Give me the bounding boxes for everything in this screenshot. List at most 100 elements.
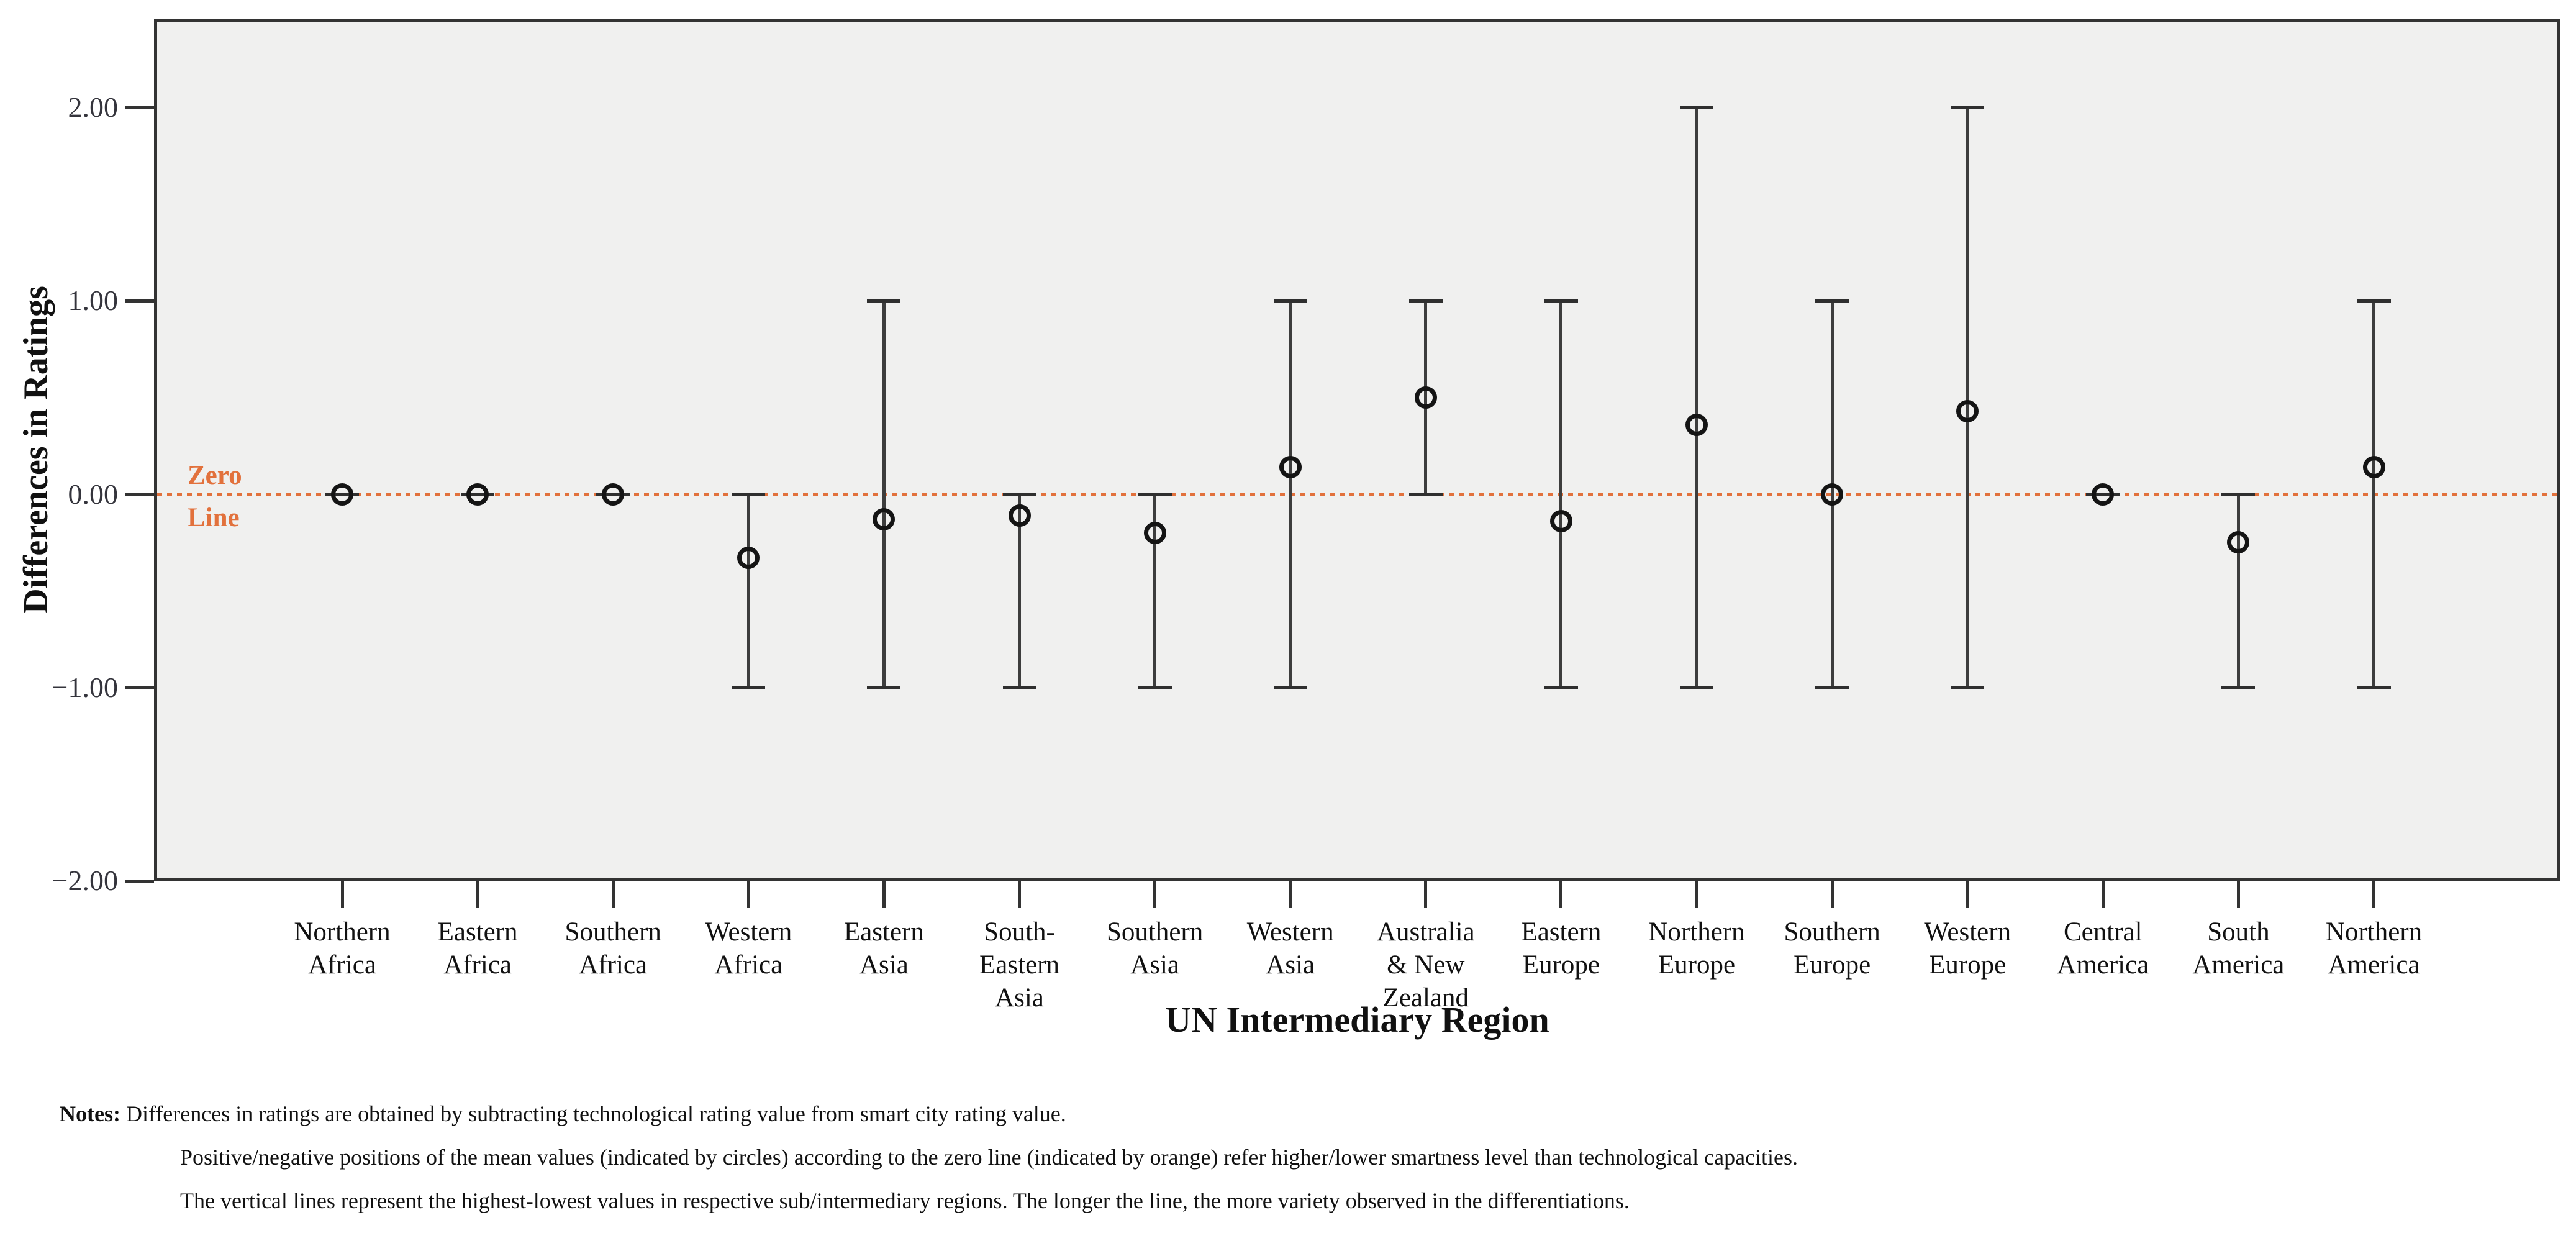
error-bar-cap xyxy=(1138,685,1172,689)
error-bar-cap xyxy=(1815,299,1849,303)
y-tick-label: 1.00 xyxy=(68,284,119,317)
x-tick xyxy=(1153,881,1157,908)
y-axis-title: Differences in Ratings xyxy=(17,286,55,614)
error-bar-line xyxy=(2236,494,2240,688)
error-bar-line xyxy=(1289,301,1292,688)
y-tick xyxy=(125,299,154,303)
x-tick xyxy=(1289,881,1292,908)
error-bar-cap xyxy=(1951,685,1985,689)
mean-marker xyxy=(1549,510,1572,533)
x-tick xyxy=(2236,881,2240,908)
y-tick-label: −2.00 xyxy=(52,865,118,896)
y-tick xyxy=(125,493,154,496)
error-bar-cap xyxy=(1544,685,1578,689)
error-bar-cap xyxy=(1002,492,1036,496)
x-tick xyxy=(2101,881,2105,908)
x-tick xyxy=(1424,881,1428,908)
x-tick xyxy=(340,881,344,908)
y-tick xyxy=(125,106,154,109)
mean-marker xyxy=(331,483,353,506)
notes-label: Notes: xyxy=(60,1101,120,1126)
error-bar-line xyxy=(882,301,886,688)
mean-marker xyxy=(1143,521,1166,544)
mean-marker xyxy=(2092,483,2115,506)
error-bar-cap xyxy=(1273,685,1307,689)
y-tick-label: 2.00 xyxy=(68,91,119,124)
x-tick xyxy=(1018,881,1021,908)
x-category-label: Southern Asia xyxy=(1106,917,1204,980)
x-category-label: Southern Africa xyxy=(565,917,661,980)
error-bar-cap xyxy=(1815,685,1849,689)
error-bar-cap xyxy=(867,299,901,303)
x-tick xyxy=(476,881,479,908)
zero-line-label: Line xyxy=(188,503,240,532)
mean-marker xyxy=(873,508,896,531)
mean-marker xyxy=(1821,483,1844,506)
error-bar-line xyxy=(1695,107,1698,688)
error-bar-cap xyxy=(1951,106,1985,110)
x-category-label: Eastern Asia xyxy=(843,917,924,980)
error-bar-line xyxy=(1018,494,1021,688)
error-bar-cap xyxy=(2357,299,2391,303)
x-tick xyxy=(1559,881,1563,908)
x-tick xyxy=(882,881,886,908)
x-tick xyxy=(2372,881,2375,908)
note-text-1: Differences in ratings are obtained by s… xyxy=(125,1101,1066,1126)
error-bar-line xyxy=(1966,107,1969,688)
note-line-1: Notes: Differences in ratings are obtain… xyxy=(60,1092,2531,1135)
x-category-label: South America xyxy=(2192,917,2285,980)
x-category-label: Central America xyxy=(2057,917,2149,980)
mean-marker xyxy=(2362,456,2385,478)
y-tick xyxy=(125,686,154,689)
mean-marker xyxy=(466,483,489,506)
x-category-label: Eastern Africa xyxy=(437,917,518,980)
notes-block: Notes: Differences in ratings are obtain… xyxy=(60,1092,2531,1222)
mean-marker xyxy=(1008,504,1031,527)
error-bar-cap xyxy=(732,492,766,496)
x-category-label: Southern Europe xyxy=(1784,917,1880,980)
mean-marker xyxy=(737,547,760,570)
x-category-label: Northern Africa xyxy=(294,917,391,980)
error-bar-cap xyxy=(1408,299,1443,303)
y-tick-label: 0.00 xyxy=(68,478,119,510)
x-category-label: Eastern Europe xyxy=(1521,917,1602,980)
error-bar-cap xyxy=(1680,685,1713,689)
error-bar-cap xyxy=(1002,685,1036,689)
y-tick-label: −1.00 xyxy=(52,671,118,703)
error-bar-cap xyxy=(732,685,766,689)
y-tick xyxy=(125,879,154,883)
plot-area: Zero Line xyxy=(154,19,2560,881)
error-bar-line xyxy=(2372,301,2375,688)
mean-marker xyxy=(2227,531,2250,554)
error-bar-line xyxy=(1153,494,1157,688)
x-category-label: Australia & New Zealand xyxy=(1376,917,1475,1012)
error-bar-cap xyxy=(1544,299,1578,303)
error-bar-cap xyxy=(1680,106,1713,110)
x-tick xyxy=(1830,881,1834,908)
x-tick xyxy=(1695,881,1698,908)
x-axis-title: UN Intermediary Region xyxy=(1165,999,1549,1040)
note-text-2: Positive/negative positions of the mean … xyxy=(180,1145,1798,1170)
error-bar-cap xyxy=(2221,685,2256,689)
error-bar-cap xyxy=(1138,492,1172,496)
zero-line xyxy=(157,493,2557,496)
x-category-label: South- Eastern Asia xyxy=(979,917,1059,1012)
note-text-3: The vertical lines represent the highest… xyxy=(180,1188,1630,1213)
x-tick xyxy=(746,881,750,908)
x-category-label: Western Europe xyxy=(1924,917,2011,980)
error-bar-line xyxy=(1559,301,1563,688)
x-category-label: Northern Europe xyxy=(1648,917,1745,980)
mean-marker xyxy=(602,483,625,506)
x-tick xyxy=(1966,881,1969,908)
mean-marker xyxy=(1279,456,1302,478)
mean-marker xyxy=(1956,399,1979,422)
error-bar-cap xyxy=(1408,492,1443,496)
x-tick xyxy=(611,881,615,908)
error-bar-cap xyxy=(2221,492,2256,496)
zero-line-label: Zero xyxy=(188,460,242,490)
error-bar-cap xyxy=(1273,299,1307,303)
plot-border xyxy=(154,19,2560,881)
mean-marker xyxy=(1685,413,1708,436)
mean-marker xyxy=(1414,386,1437,409)
x-category-label: Western Africa xyxy=(705,917,792,980)
